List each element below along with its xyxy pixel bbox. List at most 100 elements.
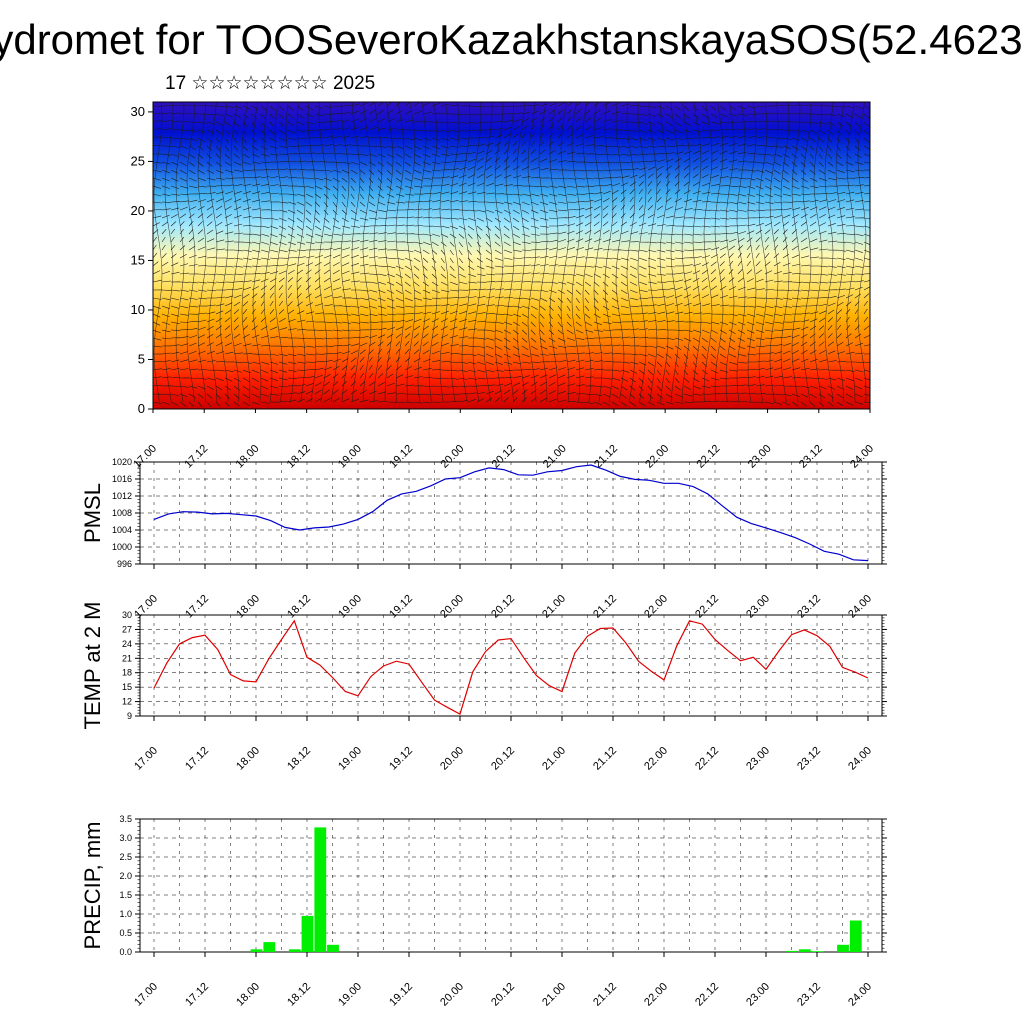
wind-vector-row: [153, 348, 870, 360]
wind-vector-row: [153, 196, 870, 208]
pmsl-x-tick-label: 17.12: [183, 593, 211, 621]
temp-x-tick-label: 18.12: [285, 745, 313, 773]
precip-bar: [288, 949, 301, 952]
cross-section-field: [153, 102, 870, 409]
wind-vector-column: [307, 102, 317, 403]
precip-y-tick-label: 2.5: [119, 852, 132, 862]
cross-section-y-tick-label: 0: [138, 401, 145, 416]
precip-y-tick-label: 3.5: [119, 814, 132, 824]
temp-x-tick-label: 18.00: [234, 745, 262, 773]
temp-y-tick-label: 9: [127, 711, 132, 721]
wind-vector-column: [296, 102, 306, 403]
precip-x-tick-label: 18.00: [234, 981, 262, 1009]
wind-vector-column: [208, 102, 218, 403]
pmsl-x-tick-label: 20.00: [438, 593, 466, 621]
precip-y-tick-label: 2.0: [119, 871, 132, 881]
pmsl-x-tick-label: 24.00: [846, 593, 874, 621]
cross-section-x-tick-label: 22.12: [695, 443, 723, 471]
precip-x-tick-label: 23.12: [795, 981, 823, 1009]
wind-vector-column: [835, 102, 845, 403]
wind-vector-row: [153, 102, 870, 111]
precip-x-tick-label: 22.12: [693, 981, 721, 1009]
wind-vector-row: [153, 268, 870, 279]
cross-section-y-tick-label: 5: [138, 351, 145, 366]
wind-vector-row: [153, 157, 870, 168]
precip-bar: [250, 949, 263, 952]
wind-vector-column: [615, 102, 625, 403]
pmsl-x-tick-label: 20.12: [489, 593, 517, 621]
wind-vector-column: [450, 102, 460, 403]
wind-vector-row: [153, 292, 870, 304]
cross-section-x-tick-label: 17.00: [131, 443, 159, 471]
precip-y-tick-label: 1.0: [119, 909, 132, 919]
precip-panel: 0.0 0.5 1.0 1.5 2.0 2.5 3.0 3.5 PRECIP, mm: [80, 814, 887, 957]
wind-vector-column: [637, 102, 647, 403]
wind-vector-column: [494, 102, 504, 403]
precip-x-tick-label: 24.00: [846, 981, 874, 1009]
pmsl-frame: [139, 461, 883, 565]
precip-x-tick-label: 21.00: [540, 981, 568, 1009]
pmsl-y-tick-label: 1000: [112, 542, 132, 552]
wind-vector-column: [681, 102, 691, 403]
cross-section-y-tick-label: 30: [131, 104, 145, 119]
wind-vector-row: [153, 252, 870, 264]
temp-x-tick-label: 17.00: [132, 745, 160, 773]
wind-vector-column: [791, 102, 801, 403]
precip-bar: [811, 951, 824, 952]
wind-vector-row: [153, 364, 870, 376]
temp-y-tick-label: 27: [122, 624, 132, 634]
wind-vector-column: [274, 102, 284, 403]
wind-vector-column: [472, 102, 482, 403]
precip-x-tick-label: 23.00: [744, 981, 772, 1009]
wind-vector-column: [747, 102, 757, 403]
precip-x-tick-label: 20.00: [438, 981, 466, 1009]
wind-vector-column: [406, 102, 416, 403]
temp-x-tick-label: 21.12: [591, 745, 619, 773]
wind-vector-column: [373, 102, 383, 403]
pmsl-x-tick-label: 22.00: [642, 593, 670, 621]
wind-vector-column: [703, 102, 713, 403]
precip-x-tick-label: 17.00: [132, 981, 160, 1009]
pmsl-x-tick-label: 18.00: [234, 593, 262, 621]
precip-x-tick-label: 17.12: [183, 981, 211, 1009]
wind-vector-column: [560, 102, 570, 403]
wind-vector-column: [769, 102, 779, 403]
wind-vector-column: [659, 102, 669, 403]
page-title: Hydromet for TOOSeveroKazakhstanskayaSOS…: [0, 16, 1024, 63]
wind-vector-column: [263, 102, 273, 403]
precip-bar: [301, 915, 314, 952]
wind-vector-column: [571, 102, 581, 403]
wind-vector-column: [219, 102, 229, 403]
cross-section-x-tick-label: 21.00: [541, 443, 569, 471]
temp-y-tick-label: 12: [122, 697, 132, 707]
wind-vector-column: [582, 102, 592, 403]
wind-vector-column: [428, 102, 438, 403]
page-subtitle: 17 ☆☆☆☆☆☆☆☆ 2025: [165, 73, 376, 94]
wind-vector-column: [857, 102, 867, 403]
wind-vector-row: [153, 148, 870, 160]
pmsl-series-line: [153, 464, 869, 562]
wind-vector-column: [802, 102, 812, 403]
precip-x-tick-label: 20.12: [489, 981, 517, 1009]
wind-vector-column: [230, 102, 240, 403]
wind-vector-row: [153, 228, 870, 239]
precip-bar: [314, 827, 327, 952]
pmsl-x-tick-label: 19.12: [387, 593, 415, 621]
precip-y-tick-label: 0.5: [119, 928, 132, 938]
wind-vector-column: [417, 102, 427, 403]
precip-bar: [849, 920, 862, 952]
cross-section-x-tick-label: 23.12: [797, 443, 825, 471]
wind-vector-column: [241, 102, 251, 403]
wind-vector-column: [813, 102, 823, 403]
pmsl-y-tick-label: 1008: [112, 508, 132, 518]
wind-vector-column: [516, 102, 526, 403]
cross-section-x-tick-label: 17.12: [182, 443, 210, 471]
wind-vector-row: [153, 180, 870, 192]
precip-y-tick-label: 1.5: [119, 890, 132, 900]
pmsl-x-tick-label: 23.12: [795, 593, 823, 621]
wind-vector-column: [351, 102, 361, 403]
temp-frame: [139, 614, 883, 717]
wind-vector-column: [549, 102, 559, 403]
temp-x-tick-label: 19.12: [387, 745, 415, 773]
